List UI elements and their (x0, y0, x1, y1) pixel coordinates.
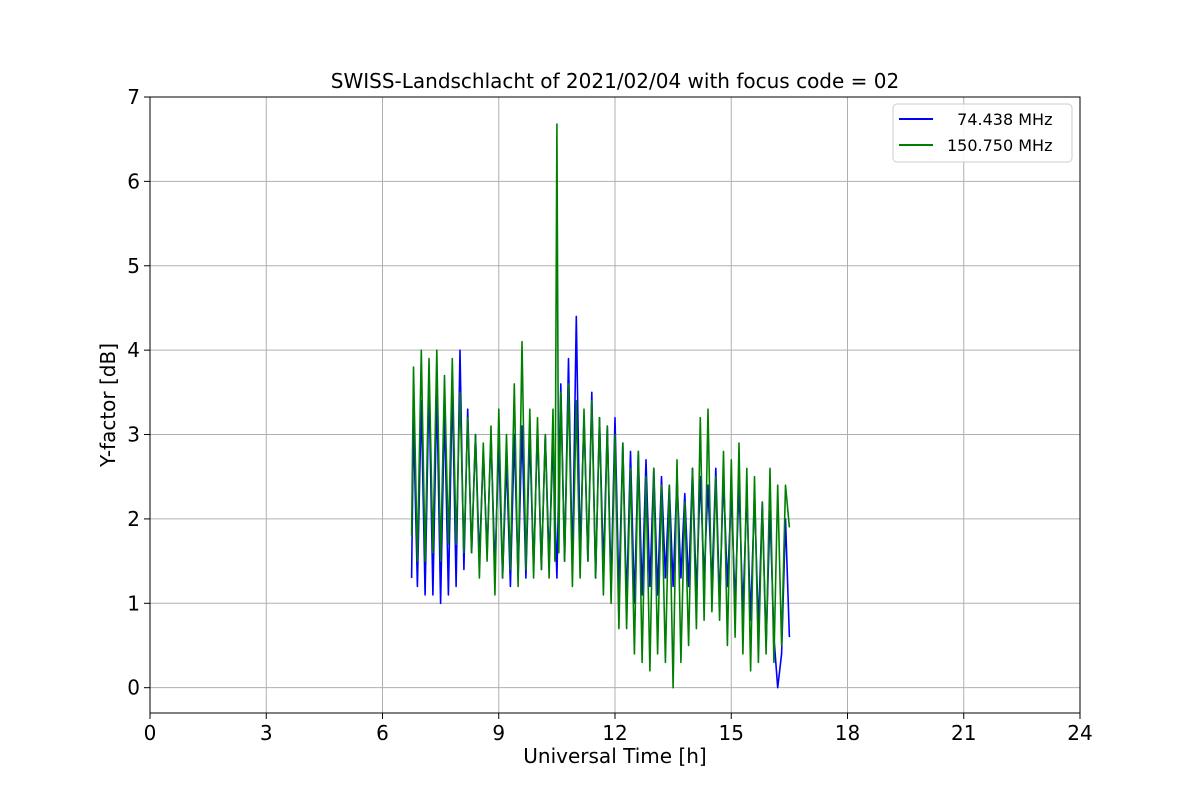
y-tick-label: 6 (127, 169, 140, 193)
y-tick-label: 7 (127, 85, 140, 109)
x-tick-label: 0 (144, 721, 157, 745)
y-tick-label: 4 (127, 338, 140, 362)
x-tick-label: 3 (260, 721, 273, 745)
grid-lines (149, 96, 1081, 713)
series-lines (410, 123, 791, 689)
y-tick-label: 1 (127, 591, 140, 615)
x-tick-label: 18 (835, 721, 860, 745)
y-tick-label: 2 (127, 507, 140, 531)
x-tick-label: 15 (719, 721, 744, 745)
x-tick-label: 21 (951, 721, 976, 745)
x-axis: 0 3 6 9 12 15 18 21 24 (144, 713, 1093, 745)
y-tick-label: 3 (127, 423, 140, 447)
y-axis-label: Y-factor [dB] (96, 343, 120, 468)
y-axis: 0 1 2 3 4 5 6 7 (127, 85, 150, 700)
y-tick-label: 0 (127, 676, 140, 700)
legend-label: 74.438 MHz (947, 110, 1052, 129)
x-tick-label: 24 (1067, 721, 1092, 745)
legend-label: 150.750 MHz (947, 136, 1052, 155)
chart-title: SWISS-Landschlacht of 2021/02/04 with fo… (331, 69, 899, 93)
y-tick-label: 5 (127, 254, 140, 278)
x-axis-label: Universal Time [h] (523, 744, 706, 768)
x-tick-label: 9 (492, 721, 505, 745)
legend-box (892, 103, 1073, 163)
legend: 74.438 MHz 150.750 MHz (892, 103, 1073, 163)
series-line-2 (410, 123, 791, 689)
x-tick-label: 6 (376, 721, 389, 745)
x-tick-label: 12 (602, 721, 627, 745)
